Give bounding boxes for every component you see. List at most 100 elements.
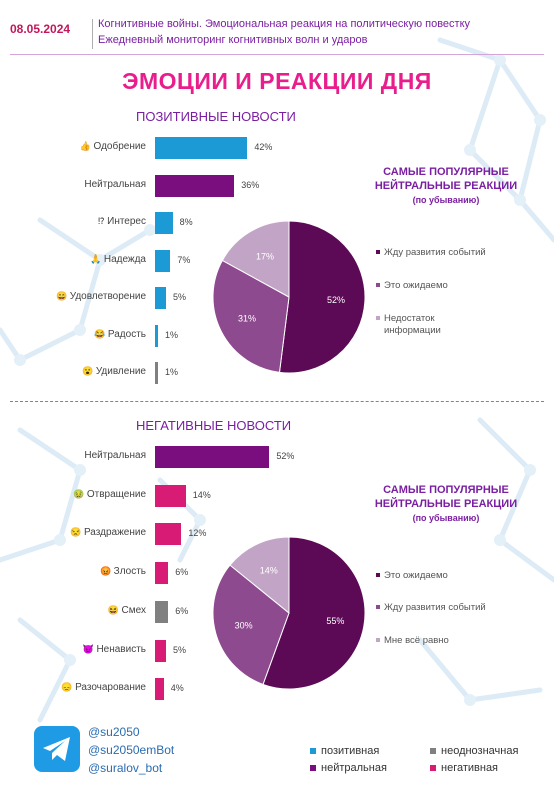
pie-slice xyxy=(212,259,290,373)
legend-swatch xyxy=(376,250,380,255)
handle-su2050[interactable]: @su2050 xyxy=(88,725,140,739)
key-negative-label: негативная xyxy=(441,762,499,774)
bar-category-text: Надежда xyxy=(103,253,146,265)
header-rule xyxy=(10,54,544,55)
pie-slice xyxy=(229,536,290,615)
pie-heading-bottom: САМЫЕ ПОПУЛЯРНЫЕ НЕЙТРАЛЬНЫЕ РЕАКЦИИ (по… xyxy=(356,483,536,525)
bar-row: 🤢 Отвращение 14% xyxy=(0,484,554,507)
key-positive: позитивная xyxy=(310,745,379,757)
pie-slice xyxy=(278,220,366,374)
telegram-icon[interactable] xyxy=(34,726,80,772)
pie-chart-top: 52% 31% 17% xyxy=(212,220,366,374)
section-divider xyxy=(10,401,544,402)
bar-category-label: Нейтральная xyxy=(84,179,146,190)
bar-category-label: Нейтральная xyxy=(84,450,146,461)
bar-row: 😆 Смех 6% xyxy=(0,600,554,623)
bar-value-label: 7% xyxy=(177,254,191,265)
bar-category-text: Нейтральная xyxy=(84,178,146,190)
thumbs-up-icon: 👍 xyxy=(79,141,94,151)
pie-bottom-legend-2: Жду развития событий xyxy=(376,602,486,614)
legend-swatch xyxy=(376,573,380,578)
bar xyxy=(155,324,158,347)
joy-icon: 😂 xyxy=(94,328,108,339)
bar xyxy=(155,600,169,623)
bar-category-text: Смех xyxy=(121,604,146,616)
bar xyxy=(155,212,173,234)
bar xyxy=(155,484,186,507)
positive-section-title: ПОЗИТИВНЫЕ НОВОСТИ xyxy=(136,109,296,124)
bar-category-label: 😄 Удовлетворение xyxy=(56,291,146,302)
key-neutral: нейтральная xyxy=(310,762,387,774)
pie-top-legend-3-label: Недостаток xyxy=(384,313,435,324)
bar-row: 😂 Радость 1% xyxy=(0,324,554,347)
header-separator xyxy=(92,19,93,49)
pie-bottom-legend-3-label: Мне всё равно xyxy=(384,635,449,646)
hate-icon: 👿 xyxy=(82,643,97,654)
pie-top-legend-3-line2: информации xyxy=(384,325,441,336)
pie-chart-bottom: 55% 30% 14% xyxy=(212,536,366,690)
legend-swatch xyxy=(376,316,380,321)
bar-value-label: 8% xyxy=(179,217,193,227)
disgust-icon: 🤢 xyxy=(73,488,87,499)
bar-row: 😄 Удовлетворение 5% xyxy=(0,287,554,309)
pie-bottom-legend-1-label: Это ожидаемо xyxy=(384,570,448,581)
bar-row: 😞 Разочарование 4% xyxy=(0,678,554,701)
pie-slice xyxy=(212,564,290,686)
legend-swatch xyxy=(376,605,380,610)
bar xyxy=(155,562,169,585)
bar xyxy=(155,678,164,701)
bar-category-text: Одобрение xyxy=(93,141,146,152)
bar-value-label: 52% xyxy=(276,451,295,461)
pie-top-legend-2: Это ожидаемо xyxy=(376,280,448,292)
subtitle-line-2: Ежедневный мониторинг когнитивных волн и… xyxy=(98,34,368,46)
pie-slice xyxy=(221,220,290,298)
bar-value-label: 1% xyxy=(165,329,179,340)
bar-category-text: Отвращение xyxy=(86,488,146,500)
bar-category-label: 😆 Смех xyxy=(108,605,146,616)
telegram-plane-icon xyxy=(43,737,70,761)
pie-bottom-legend-3: Мне всё равно xyxy=(376,635,449,647)
bar-category-label: 😡 Злость xyxy=(100,566,146,577)
bar-category-label: 😮 Удивление xyxy=(82,366,146,377)
pie-top-legend-2-label: Это ожидаемо xyxy=(384,280,448,291)
bar-category-label: 🙏 Надежда xyxy=(90,254,146,265)
pie-heading-bottom-sub: (по убыванию) xyxy=(412,513,480,523)
pie-top-legend-3: Недостаток xyxy=(376,313,435,325)
pie-heading-top-sub: (по убыванию) xyxy=(412,195,480,205)
pie-bottom-legend-1: Это ожидаемо xyxy=(376,570,448,582)
irritation-icon: 😒 xyxy=(70,527,84,538)
handle-su2050embot[interactable]: @su2050emBot xyxy=(88,743,175,757)
subtitle-line-1: Когнитивные войны. Эмоциональная реакция… xyxy=(98,18,471,30)
report-date: 08.05.2024 xyxy=(10,22,71,36)
bar-category-text: Разочарование xyxy=(75,682,146,694)
header: 08.05.2024 Когнитивные войны. Эмоциональ… xyxy=(0,0,554,56)
interrobang-icon: ⁉ xyxy=(98,216,108,226)
anger-icon: 😡 xyxy=(99,566,114,577)
key-neutral-swatch xyxy=(310,765,316,772)
bar xyxy=(155,446,270,468)
pie-heading-top-line2: НЕЙТРАЛЬНЫЕ РЕАКЦИИ xyxy=(374,180,518,192)
bar-row: 👿 Ненависть 5% xyxy=(0,639,554,662)
pie-top-legend-1: Жду развития событий xyxy=(376,247,486,259)
pie-value-label: 30% xyxy=(235,621,253,631)
bar-category-text: Злость xyxy=(113,566,146,578)
bar xyxy=(155,639,166,662)
bar-category-text: Интерес xyxy=(107,216,146,227)
bar xyxy=(155,523,182,546)
key-positive-swatch xyxy=(310,748,316,755)
bar-category-text: Ненависть xyxy=(96,643,146,655)
bar-row: ⁉ Интерес 8% xyxy=(0,212,554,234)
bar-value-label: 36% xyxy=(241,179,260,190)
bar-row: 😒 Раздражение 12% xyxy=(0,523,554,546)
bar-row: 👍 Одобрение 42% xyxy=(0,137,554,159)
bar-value-label: 5% xyxy=(173,644,187,655)
handle-suralov-bot[interactable]: @suralov_bot xyxy=(88,761,163,775)
surprise-icon: 😮 xyxy=(82,366,96,376)
bar-row: 😮 Удивление 1% xyxy=(0,362,554,384)
bar-category-label: 😒 Раздражение xyxy=(70,527,146,538)
page-title: ЭМОЦИИ И РЕАКЦИИ ДНЯ xyxy=(122,68,432,94)
bar-value-label: 4% xyxy=(170,683,184,694)
pie-top-legend-1-label: Жду развития событий xyxy=(384,247,486,258)
bar-row: Нейтральная 52% xyxy=(0,446,554,468)
pie-heading-top: САМЫЕ ПОПУЛЯРНЫЕ НЕЙТРАЛЬНЫЕ РЕАКЦИИ (по… xyxy=(356,165,536,207)
